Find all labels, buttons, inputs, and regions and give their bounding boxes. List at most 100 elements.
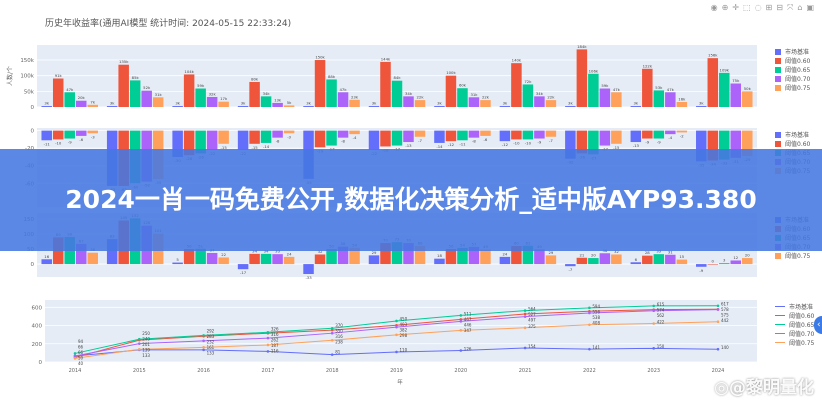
- x-tick-label: 2018: [326, 368, 339, 374]
- bar-value-label: -7: [418, 138, 422, 143]
- zoom-in-icon[interactable]: ⊞: [765, 3, 773, 12]
- bar-value-label: -15: [613, 145, 620, 150]
- legend-item[interactable]: 阈值0.70: [775, 74, 810, 83]
- plotly-logo-icon[interactable]: ▣: [806, 3, 814, 12]
- legend-label: 市场基准: [785, 132, 810, 139]
- bar-value-label: 122k: [643, 63, 653, 68]
- bar-value-label: -9: [657, 140, 661, 145]
- x-tick-label: 2022: [583, 368, 596, 374]
- x-tick-label: 2015: [133, 368, 146, 374]
- box-select-icon[interactable]: ⬚: [743, 3, 751, 12]
- bar: [303, 106, 314, 107]
- data-point: [588, 323, 591, 327]
- bar: [75, 243, 87, 265]
- bar: [118, 64, 129, 107]
- point-value-label: 201: [142, 342, 150, 347]
- pan-icon[interactable]: ✛: [732, 3, 739, 12]
- legend-swatch: [775, 315, 785, 316]
- point-value-label: 326: [271, 326, 279, 331]
- bar: [380, 243, 391, 265]
- point-value-label: 511: [464, 311, 472, 316]
- bar-value-label: 85k: [132, 75, 140, 80]
- bar: [665, 254, 676, 265]
- legend-item[interactable]: 阈值0.75: [775, 83, 810, 92]
- zoom-out-icon[interactable]: ⊟: [776, 3, 783, 12]
- bar-value-label: 3k: [437, 101, 442, 106]
- bar: [545, 255, 557, 265]
- legend-item[interactable]: 阈值0.65: [775, 65, 810, 74]
- legend-item[interactable]: 市场基准: [775, 302, 814, 311]
- legend-item[interactable]: 阈值0.60: [775, 56, 810, 65]
- data-point: [459, 349, 463, 352]
- bar-value-label: 109k: [720, 67, 730, 72]
- bar-value-label: 29: [548, 250, 553, 255]
- bar-value-label: 18: [437, 253, 442, 258]
- bar: [434, 258, 445, 265]
- bar: [391, 130, 403, 146]
- legend-item[interactable]: 阈值0.65: [775, 320, 814, 329]
- bar-value-label: 23k: [351, 94, 359, 99]
- side-expand-button[interactable]: ‹: [814, 316, 822, 334]
- bar: [576, 257, 588, 265]
- y-tick-label: 100k: [20, 74, 34, 80]
- data-point: [330, 331, 334, 335]
- bar-value-label: -3: [91, 134, 95, 139]
- legend-item[interactable]: 市场基准: [775, 130, 810, 139]
- point-value-label: 538: [592, 315, 600, 320]
- bar: [707, 264, 719, 265]
- legend-item[interactable]: 阈值0.60: [775, 311, 814, 320]
- data-point: [266, 330, 270, 334]
- legend-label: 阈值0.65: [785, 67, 811, 74]
- legend-item[interactable]: 阈值0.60: [775, 139, 810, 148]
- bar: [337, 92, 349, 107]
- bar-value-label: 3: [723, 258, 726, 263]
- x-tick-label: 2020: [454, 368, 467, 374]
- bar: [719, 130, 730, 160]
- bar: [206, 96, 218, 107]
- bar: [534, 130, 545, 139]
- legend-item[interactable]: 阈值0.75: [775, 251, 810, 260]
- x-tick-label: 2014: [69, 368, 82, 374]
- bar: [206, 252, 218, 265]
- data-point: [459, 318, 463, 321]
- zoom-icon[interactable]: ⊕: [721, 3, 729, 12]
- bar-value-label: 84k: [393, 75, 401, 80]
- point-value-label: 81: [335, 349, 341, 354]
- data-point: [716, 304, 720, 308]
- autoscale-icon[interactable]: ⤧: [786, 3, 794, 12]
- bar: [707, 58, 719, 107]
- bar-value-label: 21: [579, 252, 584, 257]
- point-value-label: 578: [721, 307, 729, 312]
- home-icon[interactable]: ⌂: [797, 3, 803, 12]
- data-point: [716, 308, 720, 311]
- bar-value-label: 156k: [708, 53, 718, 58]
- legend-item[interactable]: 市场基准: [775, 47, 810, 56]
- legend-swatch: [775, 66, 781, 73]
- bar: [499, 256, 511, 265]
- data-point: [202, 334, 205, 337]
- data-point: [459, 314, 463, 317]
- bar: [653, 254, 665, 265]
- bar-value-label: -13: [633, 143, 640, 148]
- bar: [41, 259, 52, 265]
- bar: [742, 258, 753, 265]
- bar: [676, 259, 688, 265]
- bar: [368, 106, 380, 107]
- bar: [599, 88, 611, 107]
- point-value-label: 116: [271, 348, 279, 353]
- camera-icon[interactable]: ◉: [710, 3, 718, 12]
- data-point: [266, 343, 270, 347]
- point-value-label: 126: [464, 346, 472, 351]
- legend-item[interactable]: 阈值0.70: [775, 329, 814, 338]
- data-point: [202, 339, 205, 343]
- bar: [576, 130, 588, 154]
- lasso-icon[interactable]: ◌: [754, 3, 762, 12]
- bar: [742, 91, 753, 107]
- bar: [676, 101, 688, 107]
- legend-item[interactable]: 阈值0.75: [775, 338, 814, 347]
- bar: [87, 104, 98, 107]
- data-point: [523, 309, 527, 312]
- point-value-label: 347: [464, 328, 472, 333]
- bar: [611, 130, 622, 144]
- x-tick-label: 2024: [712, 368, 725, 374]
